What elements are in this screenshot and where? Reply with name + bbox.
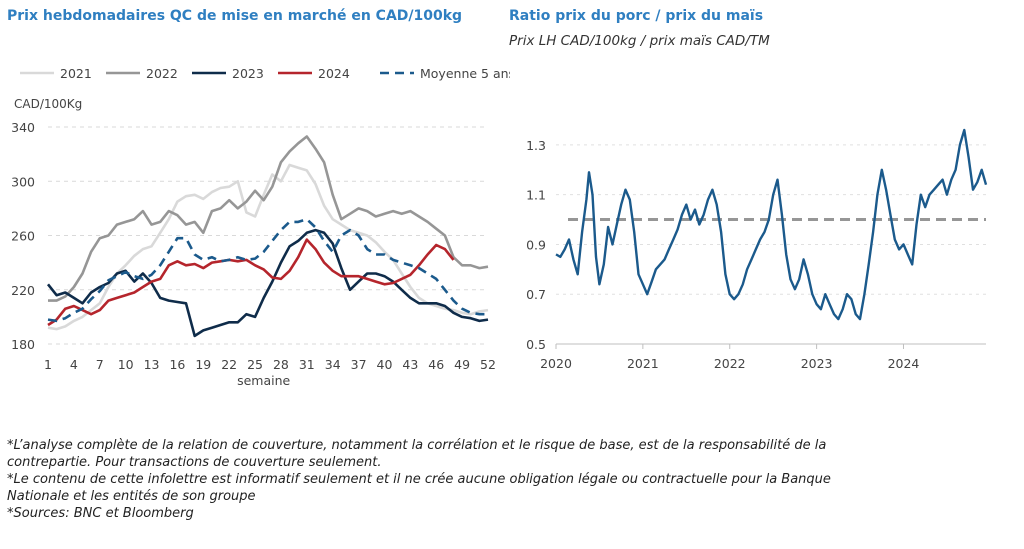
right-chart: 0.5 0.7 0.9 1.1 1.3 2020 2021 2022 2023 2024 — [526, 128, 988, 371]
line-series-2023 — [46, 228, 489, 338]
legend-label-2022: 2022 — [146, 66, 178, 81]
legend-label-2021: 2021 — [60, 66, 92, 81]
left-x-tick-10: 10 — [118, 357, 134, 372]
right-y-tick-0.5: 0.5 — [526, 337, 546, 352]
left-x-axis-label: semaine — [237, 373, 290, 388]
left-x-tick-43: 43 — [402, 357, 418, 372]
left-y-tick-220: 220 — [11, 283, 35, 298]
left-x-tick-4: 4 — [70, 357, 78, 372]
left-x-tick-40: 40 — [377, 357, 393, 372]
line-series-2024 — [47, 238, 455, 327]
right-chart-title: Ratio prix du porc / prix du maïs — [509, 8, 764, 24]
right-x-tick-2023: 2023 — [801, 356, 833, 371]
legend-label-2023: 2023 — [232, 66, 264, 81]
left-y-axis-label: CAD/100Kg — [14, 97, 82, 111]
legend-label-moyenne-5-ans: Moyenne 5 ans — [420, 66, 510, 81]
left-x-tick-34: 34 — [325, 357, 341, 372]
right-y-tick-1.3: 1.3 — [526, 138, 546, 153]
left-y-tick-260: 260 — [11, 229, 35, 244]
footnote-sources: *Sources: BNC et Bloomberg — [7, 506, 194, 521]
left-chart-title: Prix hebdomadaires QC de mise en marché … — [7, 8, 463, 24]
right-y-tick-0.7: 0.7 — [526, 287, 546, 302]
line-series-2021 — [47, 163, 489, 331]
right-y-tick-1.1: 1.1 — [526, 188, 546, 203]
left-x-tick-19: 19 — [195, 357, 211, 372]
left-x-tick-25: 25 — [247, 357, 263, 372]
footnotes: *L’analyse complète de la relation de co… — [7, 437, 887, 522]
left-x-tick-16: 16 — [169, 357, 185, 372]
left-y-tick-340: 340 — [11, 120, 35, 135]
left-x-tick-7: 7 — [96, 357, 104, 372]
left-x-tick-13: 13 — [144, 357, 160, 372]
left-x-tick-37: 37 — [351, 357, 367, 372]
right-x-tick-2024: 2024 — [888, 356, 920, 371]
left-x-tick-1: 1 — [44, 357, 52, 372]
right-x-tick-2021: 2021 — [627, 356, 659, 371]
right-x-tick-2020: 2020 — [540, 356, 572, 371]
footnote-disclaimer: *Le contenu de cette infolettre est info… — [7, 472, 831, 504]
left-chart: 180 220 260 300 340 1 4 7 10 13 16 19 22 25 28 31 34 37 40… — [11, 66, 510, 388]
line-series-ratio — [555, 128, 988, 321]
right-chart-subtitle: Prix LH CAD/100kg / prix maïs CAD/TM — [509, 33, 770, 49]
left-x-tick-22: 22 — [221, 357, 237, 372]
right-x-tick-2022: 2022 — [714, 356, 746, 371]
left-x-tick-28: 28 — [273, 357, 289, 372]
left-y-tick-300: 300 — [11, 174, 35, 189]
left-y-tick-180: 180 — [11, 337, 35, 352]
left-x-tick-31: 31 — [299, 357, 315, 372]
left-x-tick-46: 46 — [428, 357, 444, 372]
left-x-tick-52: 52 — [480, 357, 496, 372]
footnote-hedging: *L’analyse complète de la relation de co… — [7, 438, 827, 470]
left-x-tick-49: 49 — [454, 357, 470, 372]
legend-label-2024: 2024 — [318, 66, 350, 81]
line-series-2022 — [48, 135, 489, 302]
line-series-moyenne-5-ans — [47, 217, 488, 323]
right-y-tick-0.9: 0.9 — [526, 237, 546, 252]
